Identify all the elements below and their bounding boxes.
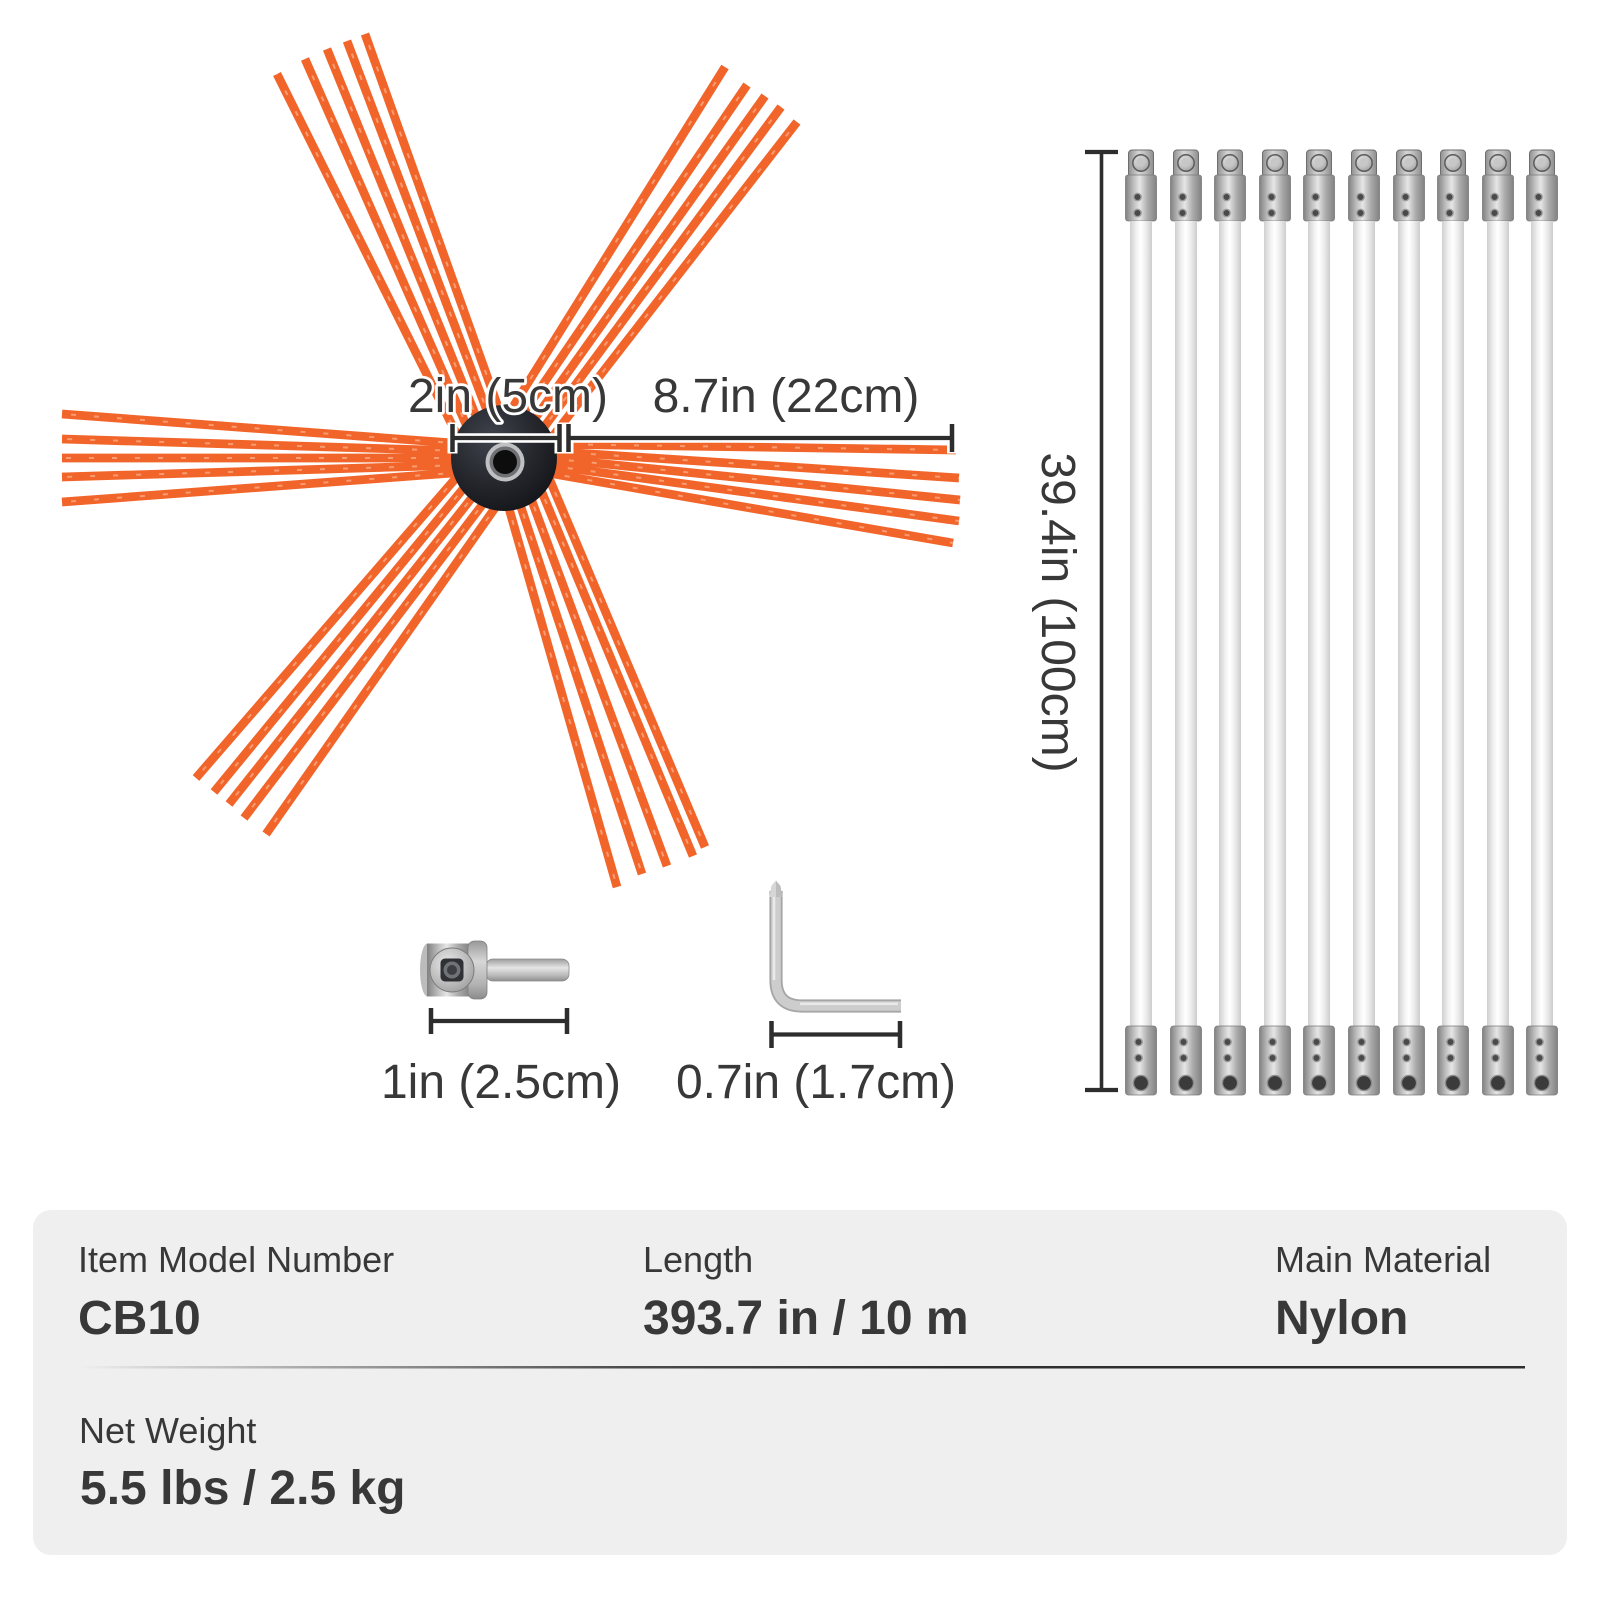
- svg-text:Main Material: Main Material: [1275, 1239, 1491, 1280]
- svg-text:Item Model Number: Item Model Number: [78, 1239, 394, 1280]
- svg-text:Length: Length: [643, 1239, 753, 1280]
- svg-text:5.5 lbs / 2.5 kg: 5.5 lbs / 2.5 kg: [80, 1462, 406, 1515]
- svg-text:Net Weight: Net Weight: [79, 1410, 256, 1451]
- svg-text:0.7in (1.7cm): 0.7in (1.7cm): [676, 1056, 956, 1109]
- svg-text:CB10: CB10: [78, 1292, 201, 1345]
- svg-text:8.7in (22cm): 8.7in (22cm): [653, 370, 920, 423]
- svg-text:Nylon: Nylon: [1275, 1292, 1408, 1345]
- svg-text:2in (5cm): 2in (5cm): [408, 370, 608, 423]
- svg-text:393.7 in / 10 m: 393.7 in / 10 m: [643, 1292, 969, 1345]
- svg-text:1in (2.5cm): 1in (2.5cm): [381, 1056, 621, 1109]
- svg-text:39.4in (100cm): 39.4in (100cm): [1031, 452, 1084, 772]
